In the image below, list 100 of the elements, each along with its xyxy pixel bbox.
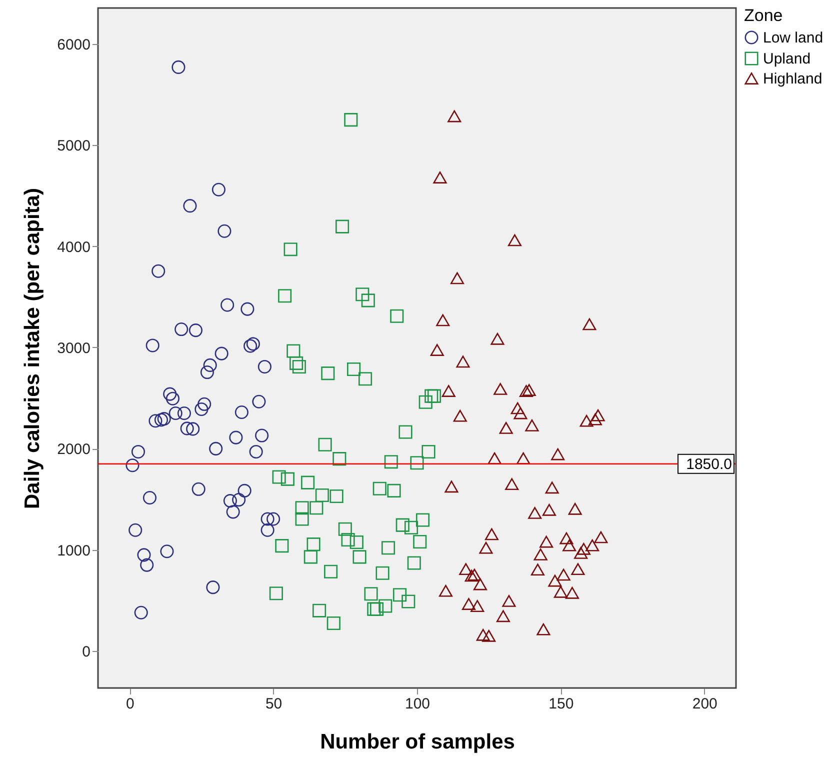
point <box>152 264 166 278</box>
point <box>292 360 306 374</box>
point <box>163 387 177 401</box>
point <box>301 476 315 490</box>
point <box>473 578 487 590</box>
point <box>344 113 358 127</box>
point <box>148 414 162 428</box>
point <box>352 550 366 564</box>
point <box>568 502 582 515</box>
point <box>341 532 355 547</box>
point <box>304 550 318 564</box>
point <box>456 356 470 368</box>
point <box>166 392 180 406</box>
point <box>470 600 484 612</box>
point <box>376 566 390 580</box>
point <box>126 458 140 472</box>
point <box>157 412 171 426</box>
point <box>551 448 565 460</box>
point <box>510 402 524 414</box>
legend-label: Highland <box>763 70 822 88</box>
point <box>180 422 194 436</box>
point <box>336 220 350 234</box>
point <box>206 580 220 594</box>
point <box>321 366 335 380</box>
point <box>214 346 228 360</box>
point <box>530 564 544 576</box>
point <box>194 402 208 416</box>
legend-label: Low land <box>763 30 824 46</box>
point <box>536 623 550 636</box>
legend-title: Zone <box>744 6 783 25</box>
point <box>545 482 559 494</box>
y-tick-label: 5000 <box>57 138 90 155</box>
point <box>238 484 252 498</box>
point <box>269 586 283 600</box>
y-axis-title: Daily calories intake (per capita) <box>21 188 44 509</box>
point <box>525 419 539 432</box>
point <box>416 513 430 527</box>
ref-line-label: 1850.0 <box>686 456 732 473</box>
point <box>387 484 401 498</box>
point <box>252 394 266 408</box>
point <box>462 598 476 610</box>
point <box>356 288 370 302</box>
point <box>128 523 142 537</box>
point <box>361 294 375 308</box>
point <box>582 318 596 330</box>
x-tick-label: 50 <box>265 696 282 712</box>
point <box>418 395 432 409</box>
point <box>142 491 157 505</box>
point <box>514 407 528 420</box>
point <box>244 339 258 353</box>
point <box>260 512 274 526</box>
point <box>442 385 456 397</box>
point <box>137 548 151 562</box>
point <box>427 389 442 403</box>
point <box>174 322 188 336</box>
point <box>591 409 605 422</box>
point <box>464 570 478 582</box>
point <box>508 234 522 246</box>
point <box>218 224 232 238</box>
point <box>479 542 493 554</box>
point <box>338 522 352 536</box>
point <box>413 535 427 549</box>
point <box>278 289 292 303</box>
point <box>534 548 548 560</box>
x-tick-label: 200 <box>692 696 718 712</box>
point <box>453 410 467 422</box>
point <box>398 425 412 439</box>
point <box>496 610 510 622</box>
point <box>372 482 386 496</box>
point <box>188 324 202 338</box>
point <box>450 272 464 284</box>
point <box>594 531 608 544</box>
point <box>448 110 462 122</box>
point <box>198 397 212 411</box>
point <box>588 413 602 426</box>
point <box>390 309 404 323</box>
point <box>146 338 160 352</box>
point <box>154 413 168 427</box>
point <box>422 444 436 458</box>
y-tick-label: 1000 <box>57 542 90 560</box>
point <box>186 422 200 436</box>
point <box>560 532 574 544</box>
y-tick-label: 3000 <box>57 340 90 357</box>
point <box>306 538 320 552</box>
y-tick-label: 6000 <box>57 36 90 54</box>
point <box>234 405 248 420</box>
point <box>232 493 246 507</box>
x-axis-title: Number of samples <box>320 730 515 754</box>
point <box>280 472 294 486</box>
point <box>396 518 410 532</box>
point <box>192 482 206 496</box>
point <box>542 504 556 516</box>
point <box>246 337 260 351</box>
point <box>226 505 240 519</box>
point <box>275 539 289 553</box>
point <box>131 444 146 458</box>
point <box>565 586 579 599</box>
point <box>436 314 450 326</box>
point <box>284 242 298 256</box>
point <box>502 595 516 607</box>
